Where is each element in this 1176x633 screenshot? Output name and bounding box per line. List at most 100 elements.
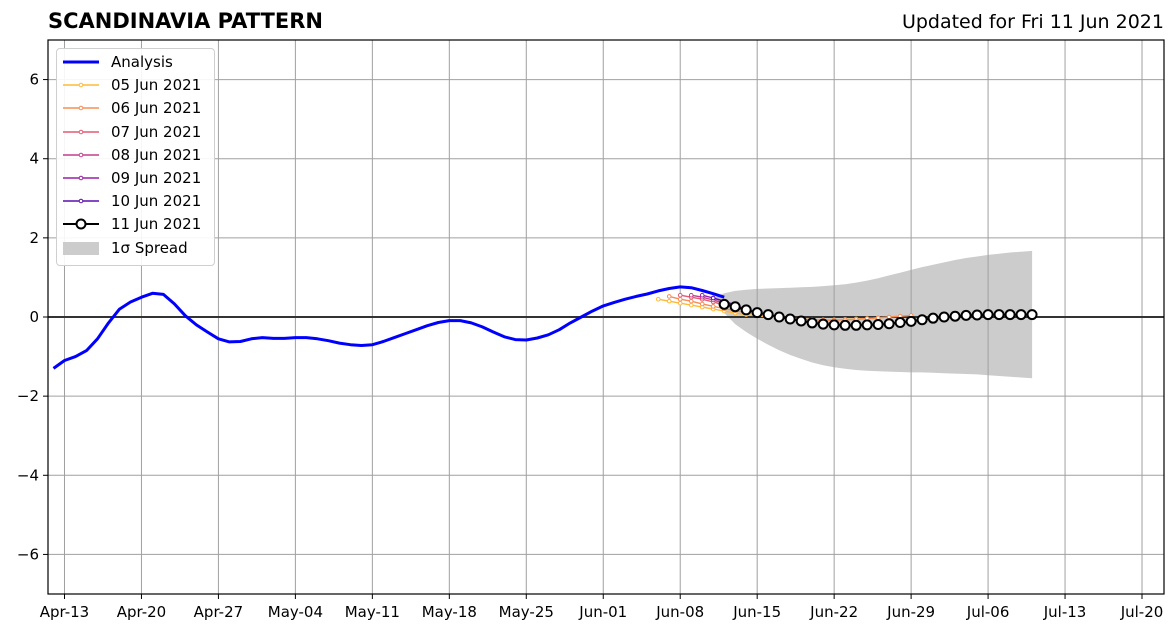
legend-item: Analysis: [61, 52, 173, 72]
x-tick-label: Jul-20: [1120, 603, 1164, 621]
forecast-point: [699, 292, 705, 298]
chart-legend: Analysis 05 Jun 2021 06 Jun 2021 07 Jun 202…: [56, 48, 215, 266]
forecast-point: [718, 298, 730, 310]
x-tick-label: Jun-29: [886, 603, 935, 621]
legend-swatch-marker: [78, 106, 84, 111]
y-tick-label: 6: [29, 71, 39, 89]
legend-swatch: [63, 218, 99, 230]
legend-item: 09 Jun 2021: [61, 168, 201, 188]
legend-label: 06 Jun 2021: [111, 99, 202, 118]
legend-label: 09 Jun 2021: [111, 169, 202, 187]
forecast-series-layer: [655, 292, 1038, 331]
legend-swatch: [63, 60, 99, 64]
x-tick-label: Jul-06: [966, 603, 1010, 621]
legend-swatch: [63, 82, 99, 88]
legend-item: 05 Jun 2021: [61, 75, 201, 95]
forecast-point: [688, 298, 694, 304]
y-tick-label: −4: [17, 466, 39, 484]
legend-swatch: [63, 175, 99, 181]
legend-swatch: [63, 152, 99, 158]
legend-swatch-marker: [78, 175, 84, 181]
x-tick-label: May-18: [422, 603, 477, 621]
legend-swatch-fill: [63, 241, 99, 255]
legend-label: 05 Jun 2021: [111, 76, 202, 95]
legend-label: Analysis: [111, 53, 173, 71]
legend-item: 11 Jun 2021: [61, 214, 201, 234]
forecast-point: [828, 319, 840, 331]
y-tick-label: −2: [17, 387, 39, 405]
forecast-point: [699, 301, 705, 307]
forecast-point: [916, 314, 928, 326]
forecast-point: [905, 315, 917, 327]
legend-swatch-marker: [78, 129, 84, 134]
spread-band-layer: [713, 250, 1033, 379]
forecast-point: [655, 296, 661, 302]
legend-swatch-marker: [75, 218, 87, 230]
forecast-point: [710, 295, 716, 301]
x-axis-ticks: Apr-13 Apr-20 Apr-27 May-04 May-11 May-18 May-…: [40, 594, 1164, 621]
analysis-series-layer: [52, 285, 725, 370]
legend-item: 07 Jun 2021: [61, 122, 201, 142]
y-tick-label: 2: [29, 229, 39, 247]
forecast-point: [993, 309, 1005, 321]
forecast-point: [938, 311, 950, 323]
forecast-point: [883, 318, 895, 330]
forecast-point: [850, 319, 862, 331]
spread-band: [713, 250, 1033, 379]
y-tick-label: 0: [29, 308, 39, 326]
forecast-point: [839, 319, 851, 331]
forecast-point: [688, 292, 694, 298]
x-tick-label: Jun-08: [655, 603, 704, 621]
legend-item: 08 Jun 2021: [61, 145, 201, 165]
x-tick-label: Jun-01: [578, 603, 627, 621]
forecast-point: [677, 296, 683, 302]
y-tick-label: 4: [29, 150, 39, 168]
forecast-point: [773, 311, 785, 323]
x-tick-label: Apr-13: [40, 603, 90, 621]
x-tick-label: Jun-15: [732, 603, 781, 621]
forecast-point: [872, 319, 884, 331]
y-axis-ticks: 6 4 2 0 −2 −4 −6: [17, 71, 48, 563]
x-tick-label: May-11: [345, 603, 400, 621]
forecast-point: [971, 309, 983, 321]
x-tick-label: May-25: [499, 603, 554, 621]
forecast-point: [795, 315, 807, 327]
forecast-point: [894, 317, 906, 329]
forecast-point: [729, 301, 741, 313]
x-tick-label: May-04: [268, 603, 323, 621]
forecast-point: [740, 304, 752, 316]
x-tick-label: Jun-22: [809, 603, 858, 621]
legend-item: 06 Jun 2021: [61, 98, 201, 118]
forecast-point: [751, 307, 763, 319]
legend-swatch: [63, 241, 99, 255]
legend-item: 10 Jun 2021: [61, 191, 201, 211]
legend-label: 11 Jun 2021: [111, 215, 202, 234]
forecast-point: [666, 298, 672, 304]
forecast-point: [762, 309, 774, 321]
legend-swatch: [63, 129, 99, 134]
forecast-point: [677, 292, 683, 298]
x-tick-label: Apr-20: [117, 603, 167, 621]
x-tick-label: Apr-27: [194, 603, 244, 621]
forecast-point: [1026, 309, 1038, 321]
legend-label: 10 Jun 2021: [111, 192, 202, 211]
updated-date-label: Updated for Fri 11 Jun 2021: [901, 11, 1164, 33]
analysis-line: [52, 285, 725, 370]
y-tick-label: −6: [17, 545, 39, 563]
forecast-point: [927, 312, 939, 324]
forecast-point: [688, 302, 694, 308]
forecast-point: [784, 313, 796, 325]
legend-label: 1σ Spread: [111, 238, 188, 257]
forecast-point: [666, 294, 672, 299]
legend-item: 1σ Spread: [61, 238, 188, 258]
forecast-point: [806, 317, 818, 329]
forecast-point: [861, 319, 873, 331]
forecast-point: [710, 304, 716, 309]
legend-swatch: [63, 106, 99, 111]
legend-label: 08 Jun 2021: [111, 145, 202, 164]
forecast-point: [817, 318, 829, 330]
forecast-point: [982, 309, 994, 321]
forecast-point: [960, 309, 972, 321]
x-tick-label: Jul-13: [1043, 603, 1087, 621]
